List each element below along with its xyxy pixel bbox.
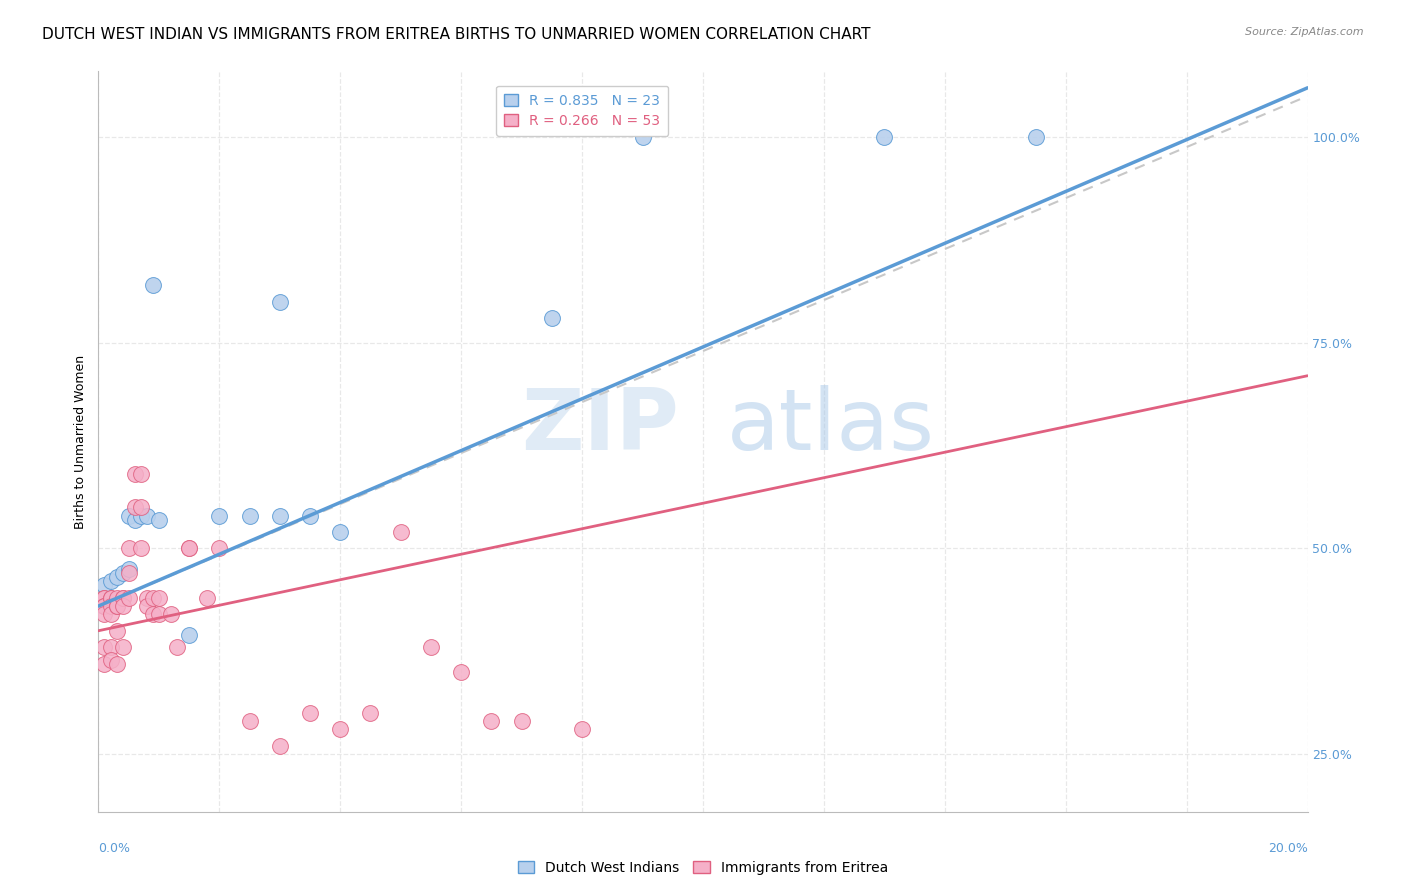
Text: Source: ZipAtlas.com: Source: ZipAtlas.com: [1246, 27, 1364, 37]
Point: [105, 624, 128, 638]
Point: [100, 652, 122, 666]
Point: [124, 513, 146, 527]
Point: [179, 628, 201, 642]
Point: [100, 574, 122, 589]
Point: [510, 714, 533, 729]
Point: [142, 607, 165, 622]
Point: [389, 524, 412, 539]
Point: [100, 591, 122, 605]
Point: [93, 578, 115, 592]
Point: [148, 513, 170, 527]
Point: [118, 562, 141, 576]
Point: [360, 706, 382, 720]
Point: [93, 591, 115, 605]
Point: [329, 723, 352, 737]
Point: [571, 723, 593, 737]
Point: [208, 508, 231, 523]
Point: [148, 607, 170, 622]
Point: [269, 508, 291, 523]
Point: [105, 599, 128, 613]
Point: [93, 657, 115, 671]
Point: [148, 591, 170, 605]
Point: [124, 467, 146, 482]
Point: [1024, 130, 1046, 145]
Point: [93, 591, 115, 605]
Point: [93, 599, 115, 613]
Point: [269, 294, 291, 309]
Point: [111, 599, 134, 613]
Point: [239, 714, 262, 729]
Text: DUTCH WEST INDIAN VS IMMIGRANTS FROM ERITREA BIRTHS TO UNMARRIED WOMEN CORRELATI: DUTCH WEST INDIAN VS IMMIGRANTS FROM ERI…: [42, 27, 870, 42]
Point: [299, 706, 322, 720]
Text: atlas: atlas: [727, 385, 935, 468]
Point: [160, 607, 183, 622]
Point: [100, 607, 122, 622]
Point: [105, 657, 128, 671]
Point: [450, 665, 472, 679]
Point: [118, 566, 141, 581]
Point: [135, 508, 157, 523]
Point: [481, 714, 503, 729]
Point: [118, 508, 141, 523]
Point: [100, 640, 122, 655]
Point: [166, 640, 188, 655]
Point: [142, 591, 165, 605]
Legend: R = 0.835   N = 23, R = 0.266   N = 53: R = 0.835 N = 23, R = 0.266 N = 53: [496, 86, 668, 136]
Point: [129, 467, 152, 482]
Point: [873, 130, 896, 145]
Point: [105, 570, 128, 584]
Point: [111, 566, 134, 581]
Y-axis label: Births to Unmarried Women: Births to Unmarried Women: [75, 354, 87, 529]
Point: [195, 591, 218, 605]
Text: 0.0%: 0.0%: [98, 842, 131, 855]
Point: [111, 640, 134, 655]
Point: [299, 508, 322, 523]
Point: [105, 599, 128, 613]
Point: [129, 508, 152, 523]
Point: [93, 640, 115, 655]
Point: [239, 508, 262, 523]
Point: [135, 591, 157, 605]
Point: [129, 541, 152, 556]
Point: [142, 278, 165, 293]
Text: ZIP: ZIP: [522, 385, 679, 468]
Point: [111, 591, 134, 605]
Legend: Dutch West Indians, Immigrants from Eritrea: Dutch West Indians, Immigrants from Erit…: [512, 855, 894, 880]
Point: [208, 541, 231, 556]
Point: [124, 500, 146, 515]
Point: [111, 591, 134, 605]
Point: [118, 591, 141, 605]
Point: [135, 599, 157, 613]
Point: [100, 599, 122, 613]
Point: [179, 541, 201, 556]
Text: 20.0%: 20.0%: [1268, 842, 1308, 855]
Point: [631, 130, 654, 145]
Point: [118, 541, 141, 556]
Point: [129, 500, 152, 515]
Point: [329, 524, 352, 539]
Point: [93, 599, 115, 613]
Point: [420, 640, 443, 655]
Point: [93, 607, 115, 622]
Point: [179, 541, 201, 556]
Point: [100, 591, 122, 605]
Point: [269, 739, 291, 753]
Point: [93, 599, 115, 613]
Point: [540, 311, 562, 326]
Point: [105, 591, 128, 605]
